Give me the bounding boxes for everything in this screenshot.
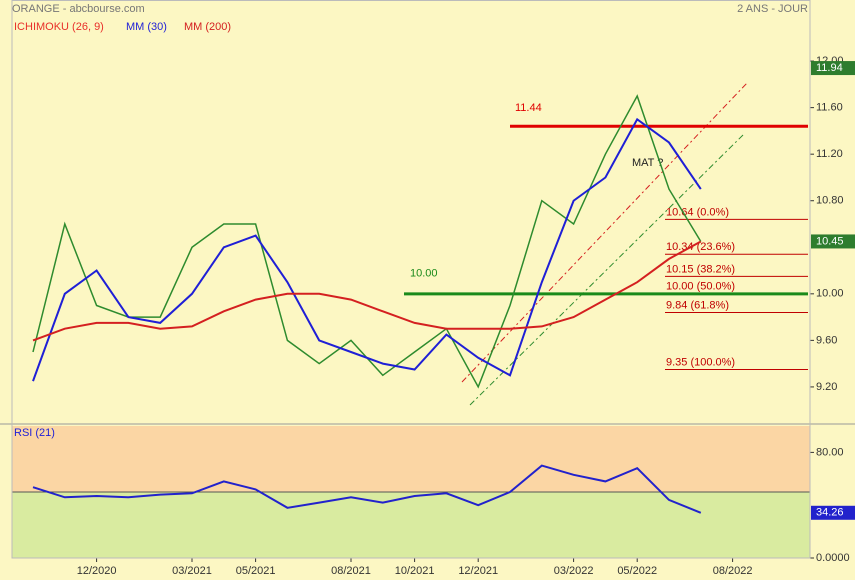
y-tick-label: 9.20: [816, 381, 837, 393]
x-tick-label: 12/2020: [77, 565, 117, 577]
resistance-label: 11.44: [515, 102, 542, 114]
trend-line: [461, 81, 749, 383]
x-tick-label: 05/2022: [617, 565, 657, 577]
legend-overlay: ICHIMOKU (26, 9): [14, 21, 104, 33]
y-tick-label: 11.60: [816, 102, 843, 114]
fib-label: 9.35 (100.0%): [666, 356, 735, 368]
y-tick-label: 10.80: [816, 195, 844, 207]
y-tick-label: 12.00: [816, 55, 844, 67]
fib-label: 10.64 (0.0%): [666, 206, 729, 218]
ma-line: [32, 240, 702, 342]
price-badge-label: 34.26: [816, 507, 844, 519]
legend-entry: MM (200): [184, 21, 231, 33]
x-tick-label: 10/2021: [395, 565, 435, 577]
x-tick-label: 12/2021: [458, 565, 498, 577]
rsi-line: [32, 464, 702, 514]
y-tick-label: 9.60: [816, 334, 837, 346]
rsi-title: RSI (21): [14, 427, 55, 439]
x-tick-label: 03/2022: [554, 565, 594, 577]
price-badge: [811, 234, 855, 249]
fib-label: 10.15 (38.2%): [666, 263, 735, 275]
fib-label: 10.00 (50.0%): [666, 281, 735, 293]
y-tick-label: 80.00: [816, 446, 844, 458]
annotation: MAT ?: [632, 157, 663, 169]
trend-line: [469, 132, 746, 406]
chart-subtitle: 2 ANS - JOUR: [737, 3, 808, 15]
price-badge: [811, 61, 855, 76]
price-badge-label: 11.94: [816, 62, 843, 74]
ma-line: [32, 117, 702, 382]
y-tick-label: 0.0000: [816, 552, 850, 564]
fib-label: 10.34 (23.6%): [666, 241, 735, 253]
y-tick-label: 10.00: [816, 288, 844, 300]
rsi-upper-band: [12, 426, 810, 492]
rsi-lower-band: [12, 492, 810, 558]
y-tick-label: 11.20: [816, 148, 843, 160]
chart-title: ORANGE - abcbourse.com: [12, 3, 145, 15]
plot-frame: [11, 0, 811, 559]
x-tick-label: 08/2021: [331, 565, 371, 577]
legend-entry: MM (30): [126, 21, 167, 33]
price-badge-label: 10.45: [816, 235, 844, 247]
x-tick-label: 08/2022: [713, 565, 753, 577]
x-tick-label: 03/2021: [172, 565, 212, 577]
price-badge: [811, 505, 855, 520]
x-tick-label: 05/2021: [236, 565, 276, 577]
fib-label: 9.84 (61.8%): [666, 299, 729, 311]
support-label: 10.00: [410, 268, 438, 280]
